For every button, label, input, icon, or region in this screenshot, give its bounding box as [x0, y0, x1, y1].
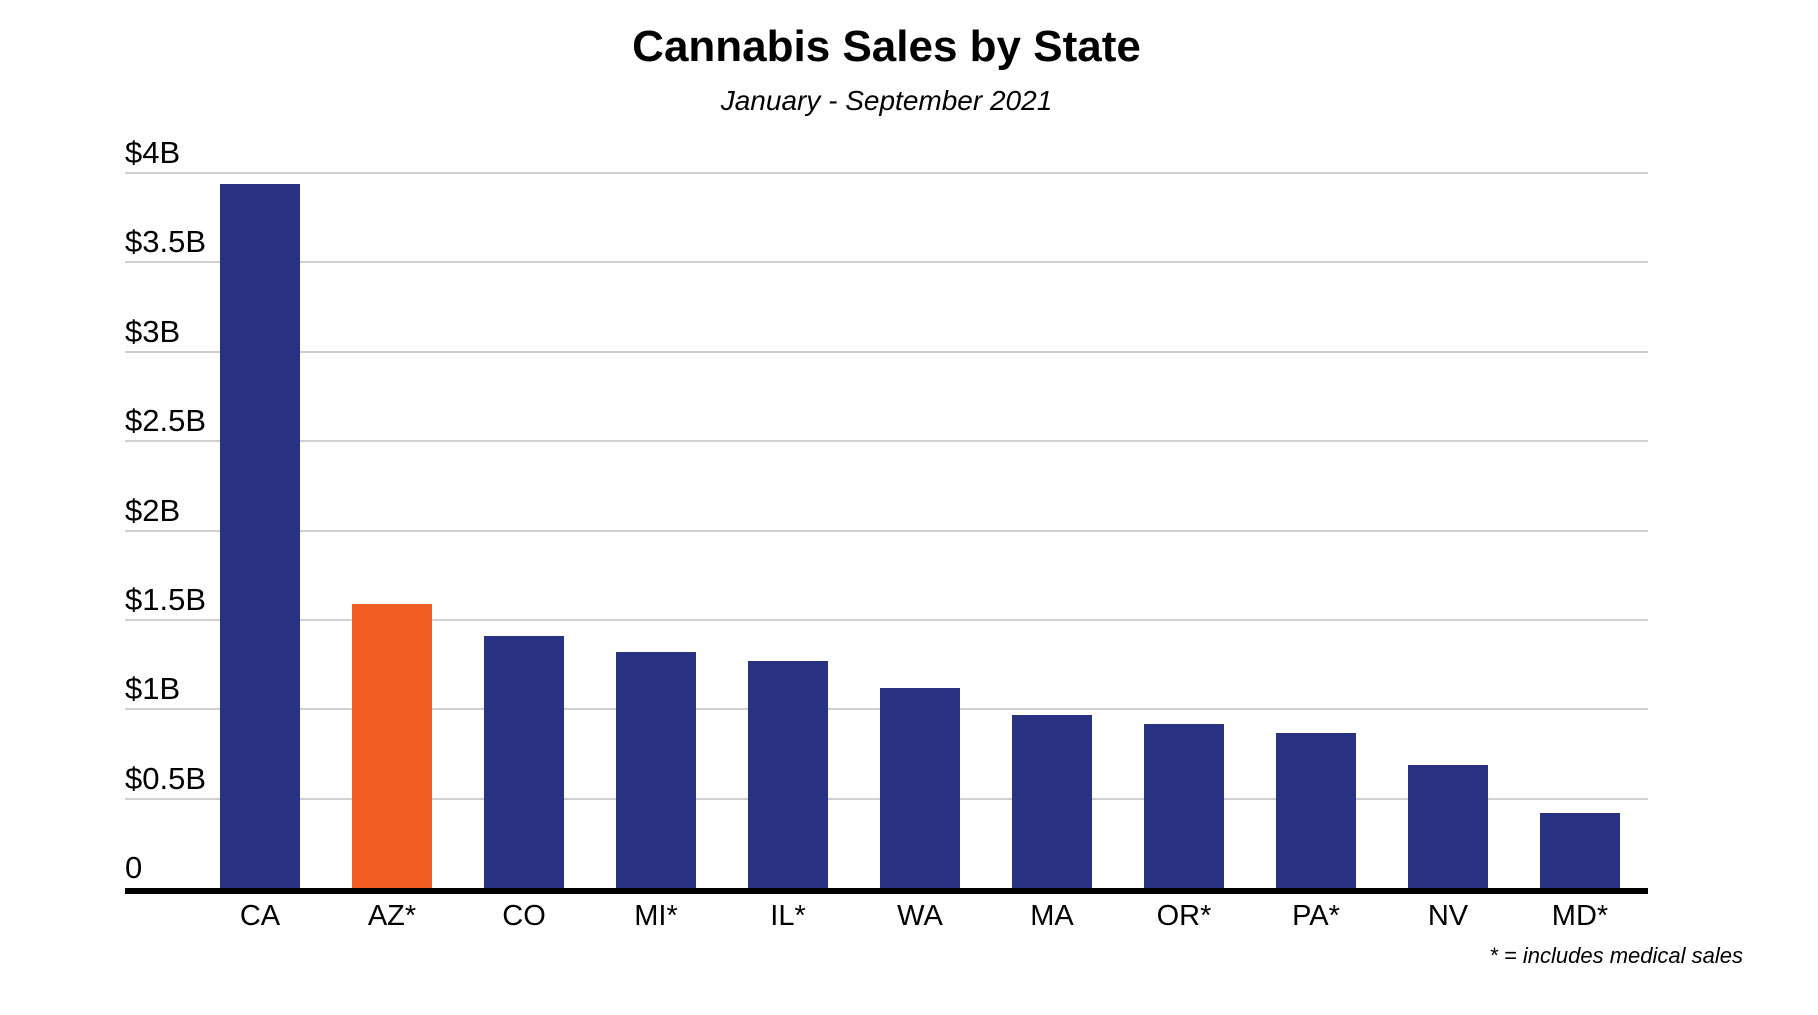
x-axis-label-md: MD* — [1551, 900, 1609, 932]
bar-il — [748, 661, 828, 888]
bar-nv — [1408, 764, 1488, 888]
bar-wa — [880, 687, 960, 888]
y-axis-tick-label: $1.5B — [125, 581, 207, 617]
plot-area: $4B $3.5B $3B $2.5B $2B $1.5B $1B $0.5B 0 CA AZ* CO… — [125, 137, 1648, 931]
x-axis-label-co: CO — [502, 900, 546, 932]
bar-pa — [1276, 732, 1356, 888]
bar-co — [484, 635, 564, 888]
bar-ma — [1012, 714, 1092, 888]
chart-subtitle: January - September 2021 — [720, 85, 1053, 116]
gridline — [125, 172, 1648, 174]
x-axis-label-nv: NV — [1427, 900, 1469, 932]
y-axis-tick-label: $3B — [125, 313, 181, 349]
gridline — [125, 529, 1648, 532]
y-axis-tick-label: $4B — [125, 135, 181, 170]
y-axis-tick-label: $1B — [125, 671, 181, 707]
x-axis-label-or: OR* — [1156, 900, 1212, 932]
x-axis-label-ma: MA — [1030, 900, 1074, 932]
gridline — [125, 618, 1648, 621]
chart-title: Cannabis Sales by State — [632, 22, 1141, 71]
gridline — [125, 350, 1648, 353]
bar-mi — [616, 652, 696, 888]
bar-or — [1144, 723, 1224, 888]
y-axis-tick-label: $2.5B — [125, 403, 207, 439]
footnote-medical-sales: * = includes medical sales — [1489, 943, 1743, 968]
x-axis-label-mi: MI* — [634, 900, 678, 932]
x-axis-label-az: AZ* — [367, 900, 417, 932]
bar-az — [352, 603, 432, 888]
x-axis-label-il: IL* — [770, 900, 806, 932]
bar-md — [1540, 812, 1620, 888]
y-axis-tick-label: $0.5B — [125, 760, 207, 796]
gridline — [125, 440, 1648, 443]
x-axis-label-ca: CA — [239, 900, 281, 932]
x-axis-label-pa: PA* — [1292, 900, 1340, 932]
bar-ca — [220, 183, 300, 888]
y-axis-tick-label: $3.5B — [125, 224, 207, 260]
x-axis-label-wa: WA — [897, 900, 943, 932]
y-axis-tick-label: $2B — [125, 492, 181, 528]
y-axis-tick-label: 0 — [125, 850, 143, 885]
gridline — [125, 261, 1648, 264]
